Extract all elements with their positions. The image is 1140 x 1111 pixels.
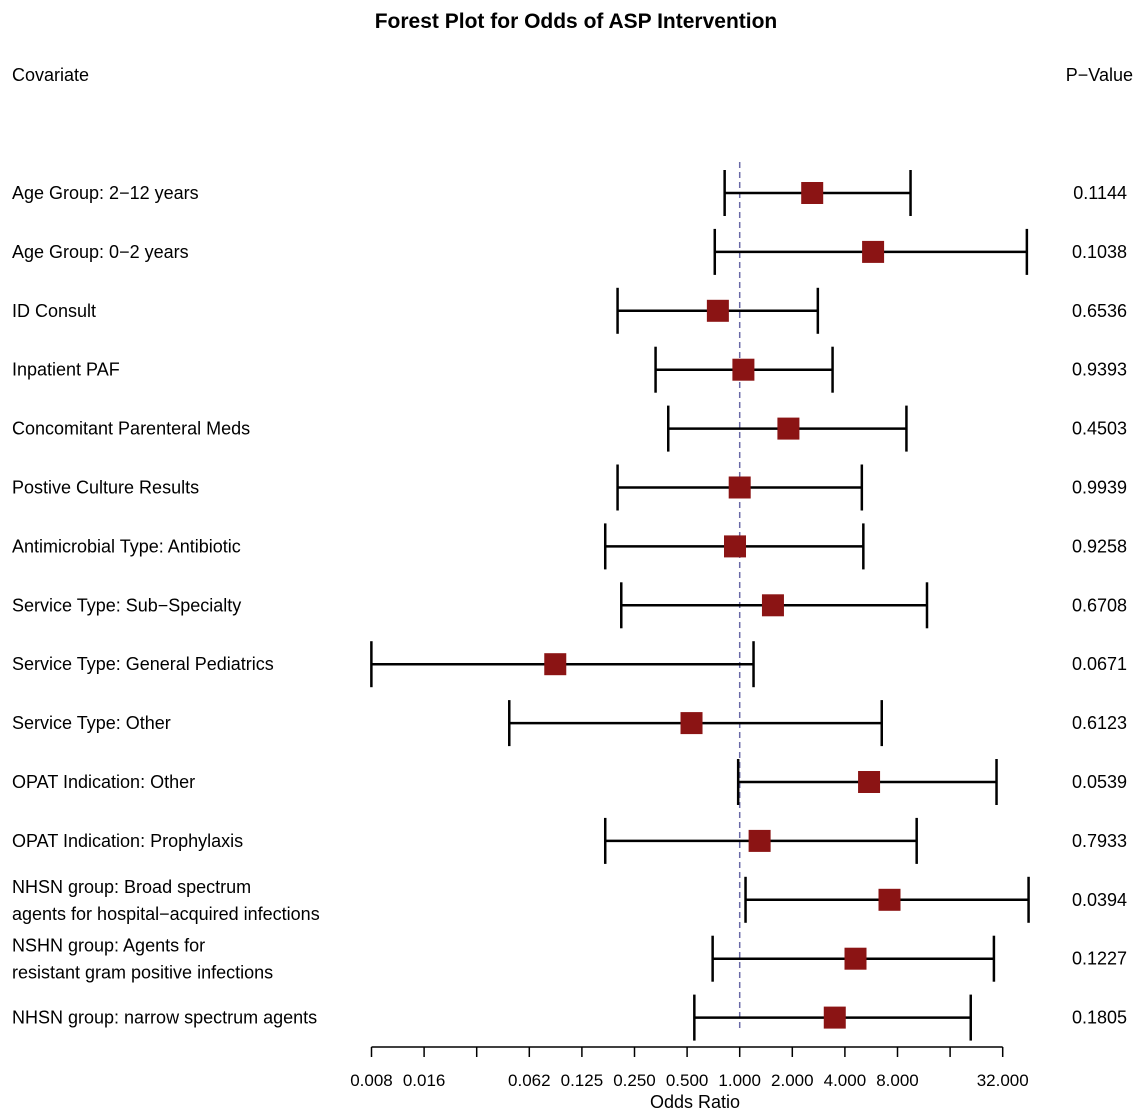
covariate-label: Service Type: General Pediatrics	[12, 654, 274, 674]
x-tick-label: 4.000	[824, 1071, 867, 1090]
p-value: 0.7933	[1072, 831, 1127, 851]
estimate-row: OPAT Indication: Prophylaxis 0.7933	[12, 817, 1127, 864]
estimate-row: Postive Culture Results 0.9939	[12, 464, 1127, 511]
p-value: 0.6123	[1072, 713, 1127, 733]
p-value: 0.1038	[1072, 242, 1127, 262]
p-value: 0.9393	[1072, 360, 1127, 380]
odds-ratio-marker	[878, 888, 901, 911]
odds-ratio-marker	[680, 712, 703, 735]
estimate-row: Concomitant Parenteral Meds 0.4503	[12, 405, 1127, 452]
covariate-label: Antimicrobial Type: Antibiotic	[12, 536, 241, 556]
odds-ratio-marker	[858, 771, 881, 793]
covariate-label: Age Group: 2−12 years	[12, 183, 199, 203]
pvalue-header: P−Value	[1066, 65, 1133, 85]
covariate-label: OPAT Indication: Other	[12, 772, 195, 792]
x-tick-label: 0.016	[403, 1071, 446, 1090]
covariate-label: resistant gram positive infections	[12, 963, 273, 983]
x-tick-label: 0.250	[613, 1071, 656, 1090]
p-value: 0.6708	[1072, 595, 1127, 615]
odds-ratio-marker	[823, 1006, 846, 1029]
x-tick-label: 8.000	[876, 1071, 919, 1090]
covariate-label: OPAT Indication: Prophylaxis	[12, 831, 243, 851]
covariate-label: Postive Culture Results	[12, 478, 199, 498]
covariate-label: Service Type: Other	[12, 713, 171, 733]
p-value: 0.9258	[1072, 536, 1127, 556]
p-value: 0.1805	[1072, 1008, 1127, 1028]
estimate-row: NHSN group: Broad spectrum agents for hos…	[12, 876, 1127, 924]
x-tick-label: 2.000	[771, 1071, 814, 1090]
odds-ratio-marker	[748, 829, 771, 852]
estimate-row: Service Type: Other 0.6123	[12, 700, 1127, 747]
estimate-row: NSHN group: Agents for resistant gram pos…	[12, 935, 1127, 983]
p-value: 0.9939	[1072, 478, 1127, 498]
covariate-label: Age Group: 0−2 years	[12, 242, 189, 262]
odds-ratio-marker	[544, 653, 567, 676]
covariate-label: Service Type: Sub−Specialty	[12, 595, 241, 615]
x-tick-label: 0.008	[350, 1071, 393, 1090]
covariate-label: ID Consult	[12, 301, 96, 321]
estimate-row: Antimicrobial Type: Antibiotic 0.9258	[12, 523, 1127, 570]
x-tick-label: 0.062	[508, 1071, 551, 1090]
covariate-label: agents for hospital−acquired infections	[12, 904, 320, 924]
estimate-row: Age Group: 0−2 years 0.1038	[12, 228, 1127, 275]
odds-ratio-marker	[844, 947, 867, 970]
odds-ratio-marker	[777, 417, 800, 440]
x-axis-label: Odds Ratio	[650, 1092, 740, 1111]
odds-ratio-marker	[801, 182, 824, 204]
odds-ratio-marker	[862, 240, 885, 263]
covariate-label: NSHN group: Agents for	[12, 936, 205, 956]
odds-ratio-marker	[732, 358, 755, 381]
estimate-row: Inpatient PAF 0.9393	[12, 346, 1127, 393]
p-value: 0.0394	[1072, 890, 1127, 910]
chart-title: Forest Plot for Odds of ASP Intervention	[375, 10, 778, 33]
p-value: 0.1144	[1073, 183, 1127, 203]
odds-ratio-marker	[724, 535, 747, 558]
covariate-label: NHSN group: narrow spectrum agents	[12, 1008, 317, 1028]
x-tick-label: 32.000	[977, 1071, 1029, 1090]
p-value: 0.6536	[1072, 301, 1127, 321]
p-value: 0.1227	[1072, 949, 1127, 969]
x-tick-label: 1.000	[718, 1071, 761, 1090]
x-tick-label: 0.125	[561, 1071, 604, 1090]
odds-ratio-marker	[728, 476, 751, 499]
covariate-label: NHSN group: Broad spectrum	[12, 877, 251, 897]
covariate-header: Covariate	[12, 65, 89, 85]
covariate-label: Concomitant Parenteral Meds	[12, 419, 250, 439]
estimate-row: Age Group: 2−12 years 0.1144	[12, 170, 1127, 216]
p-value: 0.0539	[1072, 772, 1127, 792]
estimate-row: Service Type: Sub−Specialty 0.6708	[12, 582, 1127, 629]
x-tick-label: 0.500	[666, 1071, 709, 1090]
p-value: 0.0671	[1072, 654, 1127, 674]
estimate-row: ID Consult 0.6536	[12, 287, 1127, 334]
p-value: 0.4503	[1072, 419, 1127, 439]
estimate-row: Service Type: General Pediatrics 0.0671	[12, 641, 1127, 688]
odds-ratio-marker	[706, 299, 729, 322]
odds-ratio-marker	[761, 594, 784, 617]
covariate-label: Inpatient PAF	[12, 360, 120, 380]
estimate-row: OPAT Indication: Other 0.0539	[12, 759, 1127, 805]
estimate-row: NHSN group: narrow spectrum agents 0.1805	[12, 994, 1127, 1041]
